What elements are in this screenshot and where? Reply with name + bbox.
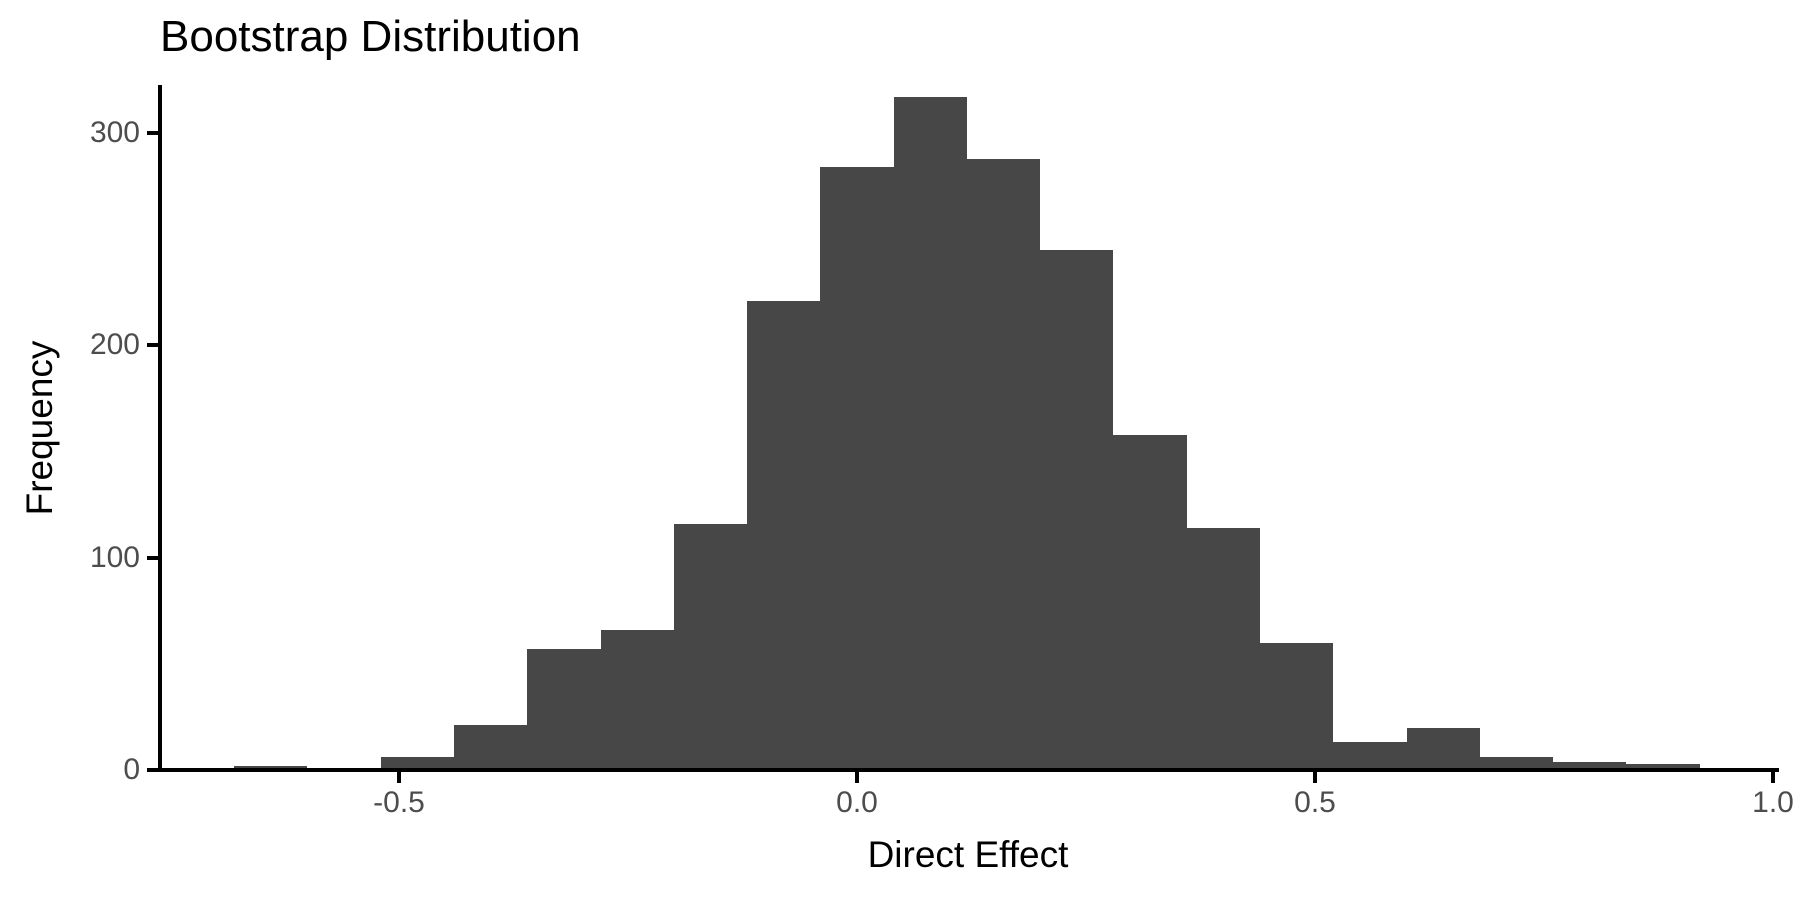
histogram-bar (1406, 727, 1480, 770)
histogram-bar (1333, 742, 1407, 770)
x-axis-tick-label: 1.0 (1752, 786, 1794, 819)
x-axis-tick (1771, 772, 1775, 783)
histogram-bar (1553, 761, 1627, 770)
x-axis-tick-label: 0.0 (836, 786, 878, 819)
histogram-bar (527, 648, 601, 770)
x-axis-tick (397, 772, 401, 783)
histogram-bar (1040, 249, 1114, 770)
y-axis-tick (147, 555, 158, 560)
x-axis-line (158, 768, 1779, 772)
x-axis-title: Direct Effect (867, 834, 1069, 875)
histogram-bar (380, 757, 454, 770)
x-axis-tick-label: -0.5 (373, 786, 425, 819)
y-axis-tick-label: 0 (123, 753, 140, 786)
x-axis-tick (855, 772, 859, 783)
histogram-bar (893, 96, 967, 770)
y-axis-tick-label: 100 (89, 540, 140, 574)
histogram-bar (966, 158, 1041, 770)
y-axis-tick (147, 343, 158, 348)
histogram-bar (1260, 642, 1334, 770)
histogram-bar (1113, 434, 1187, 770)
histogram-bar (234, 765, 308, 770)
histogram-bar (820, 167, 894, 770)
histogram-bar (1186, 527, 1261, 770)
x-axis-tick-label: 0.5 (1294, 786, 1336, 819)
chart-title: Bootstrap Distribution (160, 12, 581, 61)
histogram-bar (453, 725, 528, 770)
histogram-bar (673, 523, 748, 770)
histogram-bar (747, 300, 821, 770)
y-axis-title: Frequency (19, 340, 60, 516)
y-axis-tick-label: 200 (89, 328, 140, 362)
y-axis-tick (147, 768, 158, 772)
histogram-bar (1626, 763, 1700, 770)
y-axis-tick-label: 300 (89, 116, 140, 150)
histogram-bar (600, 629, 674, 770)
histogram-bar (1479, 757, 1554, 770)
y-axis-tick (147, 131, 158, 136)
x-axis-tick (1313, 772, 1317, 783)
y-axis-line (158, 85, 162, 772)
